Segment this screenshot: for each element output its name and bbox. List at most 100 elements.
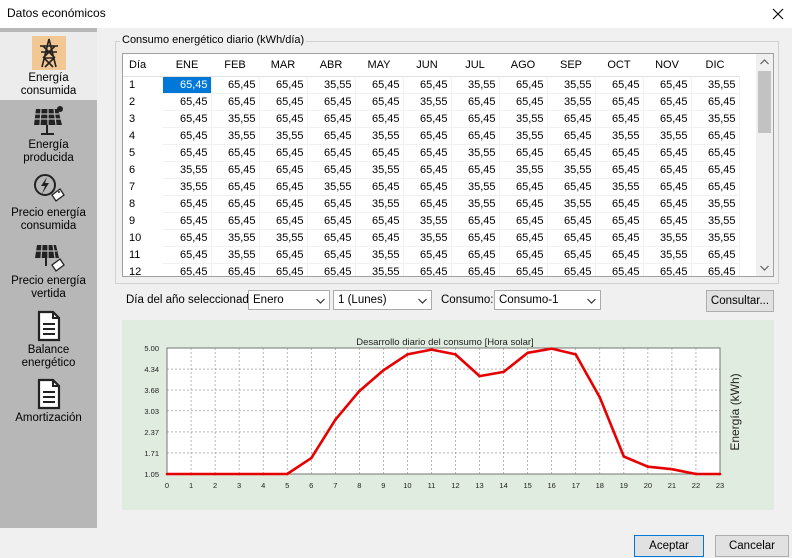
table-cell[interactable]: 65,45	[451, 110, 500, 128]
table-cell[interactable]: 65,45	[595, 110, 644, 128]
table-cell[interactable]: 65,45	[163, 110, 212, 128]
table-cell[interactable]: 35,55	[643, 229, 692, 247]
table-cell[interactable]: 65,45	[547, 246, 596, 264]
table-cell[interactable]: 65,45	[499, 229, 548, 247]
table-cell[interactable]: 65,45	[259, 195, 308, 213]
table-cell[interactable]: 65,45	[211, 144, 260, 162]
table-cell[interactable]: 35,55	[547, 161, 596, 179]
table-cell[interactable]: 65,45	[307, 110, 356, 128]
table-cell[interactable]: 65,45	[643, 195, 692, 213]
table-cell[interactable]: 65,45	[307, 229, 356, 247]
table-cell[interactable]: 65,45	[595, 246, 644, 264]
table-cell[interactable]: 65,45	[307, 93, 356, 111]
table-cell[interactable]: 65,45	[547, 110, 596, 128]
table-cell[interactable]: 65,45	[163, 127, 212, 145]
table-cell[interactable]: 65,45	[499, 246, 548, 264]
table-cell[interactable]: 65,45	[163, 263, 212, 276]
table-cell[interactable]: 65,45	[307, 127, 356, 145]
table-cell[interactable]: 65,45	[643, 93, 692, 111]
table-cell[interactable]: 65,45	[691, 263, 740, 276]
table-cell[interactable]: 65,45	[643, 263, 692, 276]
table-cell[interactable]: 65,45	[355, 110, 404, 128]
table-cell[interactable]: 65,45	[499, 144, 548, 162]
table-cell[interactable]: 65,45	[403, 110, 452, 128]
table-cell[interactable]: 35,55	[499, 110, 548, 128]
table-cell[interactable]: 65,45	[259, 212, 308, 230]
table-cell[interactable]: 65,45	[547, 144, 596, 162]
table-cell[interactable]: 65,45	[547, 229, 596, 247]
table-cell[interactable]: 65,45	[211, 212, 260, 230]
consumo-select[interactable]: Consumo-1	[494, 290, 601, 310]
table-cell[interactable]: 65,45	[451, 93, 500, 111]
table-cell[interactable]: 65,45	[595, 229, 644, 247]
table-cell[interactable]: 65,45	[403, 127, 452, 145]
table-cell[interactable]: 35,55	[211, 127, 260, 145]
table-cell[interactable]: 65,45	[211, 76, 260, 94]
table-cell[interactable]: 65,45	[643, 161, 692, 179]
sidebar-item-precio-energia-consumida[interactable]: Precio energía consumida	[0, 173, 97, 233]
table-cell[interactable]: 35,55	[691, 229, 740, 247]
table-cell[interactable]: 65,45	[595, 212, 644, 230]
table-cell[interactable]: 65,45	[355, 178, 404, 196]
table-cell[interactable]: 65,45	[691, 161, 740, 179]
table-cell[interactable]: 35,55	[547, 93, 596, 111]
table-cell[interactable]: 65,45	[163, 144, 212, 162]
sidebar-item-balance-energetico[interactable]: Balance energético	[0, 310, 97, 370]
consultar-button[interactable]: Consultar...	[706, 290, 774, 312]
table-cell[interactable]: 35,55	[211, 110, 260, 128]
table-cell[interactable]: 35,55	[691, 195, 740, 213]
table-cell[interactable]: 65,45	[451, 212, 500, 230]
table-cell[interactable]: 35,55	[691, 76, 740, 94]
table-cell[interactable]: 35,55	[691, 212, 740, 230]
consumo-table[interactable]: Día ENE FEB MAR ABR MAY JUN JUL AGO SEP OCT NOV DIC …	[122, 53, 774, 277]
table-cell[interactable]: 35,55	[547, 76, 596, 94]
sidebar-item-amortizacion[interactable]: Amortización	[0, 378, 97, 425]
table-scrollbar[interactable]	[756, 54, 773, 276]
table-cell[interactable]: 65,45	[163, 229, 212, 247]
table-cell[interactable]: 65,45	[355, 93, 404, 111]
table-cell[interactable]: 65,45	[499, 93, 548, 111]
table-cell[interactable]: 65,45	[499, 212, 548, 230]
table-cell[interactable]: 65,45	[307, 263, 356, 276]
scroll-down-arrow-icon[interactable]	[756, 260, 773, 276]
table-cell[interactable]: 65,45	[211, 178, 260, 196]
table-cell[interactable]: 35,55	[163, 161, 212, 179]
table-cell[interactable]: 65,45	[259, 161, 308, 179]
table-cell[interactable]: 65,45	[547, 127, 596, 145]
table-cell[interactable]: 65,45	[403, 144, 452, 162]
table-cell[interactable]: 65,45	[451, 229, 500, 247]
table-cell[interactable]: 65,45	[451, 161, 500, 179]
table-cell[interactable]: 35,55	[403, 93, 452, 111]
table-cell[interactable]: 35,55	[403, 229, 452, 247]
table-cell[interactable]: 35,55	[595, 178, 644, 196]
table-cell[interactable]: 35,55	[355, 161, 404, 179]
table-cell[interactable]: 35,55	[499, 127, 548, 145]
sidebar-item-energia-consumida[interactable]: Energía consumida	[0, 32, 97, 100]
table-cell[interactable]: 35,55	[547, 195, 596, 213]
table-cell[interactable]: 65,45	[643, 110, 692, 128]
sidebar-item-precio-energia-vertida[interactable]: Precio energía vertida	[0, 241, 97, 301]
table-cell[interactable]: 65,45	[211, 263, 260, 276]
scroll-up-arrow-icon[interactable]	[756, 54, 773, 70]
day-select[interactable]: 1 (Lunes)	[333, 290, 432, 310]
table-cell[interactable]: 65,45	[163, 93, 212, 111]
table-cell[interactable]: 65,45	[355, 229, 404, 247]
close-button[interactable]	[764, 2, 792, 26]
table-cell[interactable]: 65,45	[355, 212, 404, 230]
table-cell[interactable]: 35,55	[259, 229, 308, 247]
table-cell[interactable]: 65,45	[259, 93, 308, 111]
table-cell[interactable]: 35,55	[163, 178, 212, 196]
table-cell[interactable]: 65,45	[451, 246, 500, 264]
table-cell[interactable]: 65,45	[259, 110, 308, 128]
table-cell[interactable]: 65,45	[307, 195, 356, 213]
cancelar-button[interactable]: Cancelar	[715, 535, 789, 557]
table-cell[interactable]: 35,55	[451, 76, 500, 94]
table-cell[interactable]: 65,45	[355, 144, 404, 162]
table-cell[interactable]: 35,55	[451, 195, 500, 213]
table-cell[interactable]: 65,45	[211, 161, 260, 179]
month-select[interactable]: Enero	[248, 290, 330, 310]
table-cell[interactable]: 65,45	[547, 178, 596, 196]
table-cell[interactable]: 65,45	[691, 144, 740, 162]
table-cell[interactable]: 65,45	[451, 263, 500, 276]
table-cell[interactable]: 65,45	[547, 263, 596, 276]
